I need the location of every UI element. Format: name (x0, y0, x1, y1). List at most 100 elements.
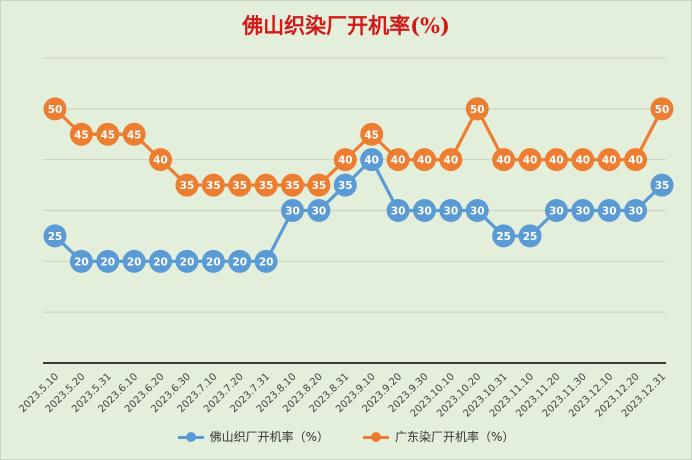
data-point (307, 199, 331, 222)
data-point (333, 148, 357, 172)
data-label: 30 (470, 206, 485, 218)
data-point (624, 199, 648, 222)
data-point (650, 173, 674, 197)
data-point (69, 249, 93, 273)
data-point (281, 199, 305, 222)
data-label: 50 (470, 104, 485, 116)
data-point (122, 249, 146, 273)
data-label: 30 (417, 206, 432, 218)
data-point (597, 148, 621, 172)
data-point (201, 249, 225, 273)
data-label: 20 (206, 256, 221, 268)
data-label: 40 (496, 155, 511, 167)
data-point (439, 199, 463, 222)
data-label: 45 (127, 129, 142, 141)
data-point (412, 148, 436, 172)
data-label: 50 (655, 104, 670, 116)
data-point (333, 173, 357, 197)
data-label: 30 (391, 206, 406, 218)
data-label: 40 (576, 155, 591, 167)
data-label: 30 (602, 206, 617, 218)
data-label: 45 (364, 129, 379, 141)
data-point (624, 148, 648, 172)
data-point (465, 97, 489, 121)
data-label: 40 (417, 155, 432, 167)
data-label: 20 (127, 256, 142, 268)
data-label: 20 (259, 256, 274, 268)
data-point (201, 173, 225, 197)
data-label: 40 (523, 155, 538, 167)
data-point (492, 148, 516, 172)
data-point (544, 199, 568, 222)
data-point (43, 224, 67, 248)
data-point (96, 122, 120, 146)
legend-swatch (177, 431, 204, 442)
data-label: 40 (153, 155, 168, 167)
data-point (571, 199, 595, 222)
data-point (228, 173, 252, 197)
data-label: 20 (100, 256, 115, 268)
data-point (43, 97, 67, 121)
data-point (412, 199, 436, 222)
data-point (281, 173, 305, 197)
legend-label: 佛山织厂开机率（%） (209, 430, 329, 444)
data-point (149, 249, 173, 273)
data-label: 30 (549, 206, 564, 218)
data-point (175, 173, 199, 197)
data-label: 35 (338, 180, 353, 192)
data-label: 35 (285, 180, 300, 192)
data-point (254, 249, 278, 273)
data-label: 40 (602, 155, 617, 167)
data-label: 20 (153, 256, 168, 268)
data-point (254, 173, 278, 197)
data-label: 35 (206, 180, 221, 192)
data-point (492, 224, 516, 248)
data-label: 45 (74, 129, 89, 141)
data-point (96, 249, 120, 273)
data-point (307, 173, 331, 197)
data-label: 20 (74, 256, 89, 268)
data-label: 30 (628, 206, 643, 218)
data-point (439, 148, 463, 172)
data-point (571, 148, 595, 172)
chart-title: 佛山织染厂开机率(%) (242, 13, 450, 38)
data-label: 40 (391, 155, 406, 167)
data-point (465, 199, 489, 222)
data-point (175, 249, 199, 273)
data-point (386, 199, 410, 222)
data-label: 30 (444, 206, 459, 218)
data-label: 35 (312, 180, 327, 192)
data-point (386, 148, 410, 172)
legend-item: 佛山织厂开机率（%） (177, 428, 329, 445)
data-point (360, 148, 384, 172)
data-label: 35 (180, 180, 195, 192)
data-label: 40 (444, 155, 459, 167)
data-label: 40 (549, 155, 564, 167)
data-label: 20 (180, 256, 195, 268)
data-label: 35 (655, 180, 670, 192)
legend-item: 广东染厂开机率（%） (363, 428, 514, 445)
data-point (69, 122, 93, 146)
data-point (518, 148, 542, 172)
data-point (518, 224, 542, 248)
data-point (228, 249, 252, 273)
data-point (149, 148, 173, 172)
data-point (122, 122, 146, 146)
data-label: 40 (628, 155, 643, 167)
data-label: 25 (523, 231, 538, 243)
data-label: 30 (285, 206, 300, 218)
legend-label: 广东染厂开机率（%） (395, 430, 515, 444)
legend: 佛山织厂开机率（%） 广东染厂开机率（%） (0, 428, 692, 445)
data-label: 40 (364, 155, 379, 167)
data-point (360, 122, 384, 146)
data-point (650, 97, 674, 121)
legend-swatch (363, 431, 389, 442)
data-label: 25 (48, 231, 63, 243)
data-point (544, 148, 568, 172)
data-point (597, 199, 621, 222)
data-label: 35 (259, 180, 274, 192)
data-label: 45 (100, 129, 115, 141)
data-label: 20 (232, 256, 247, 268)
